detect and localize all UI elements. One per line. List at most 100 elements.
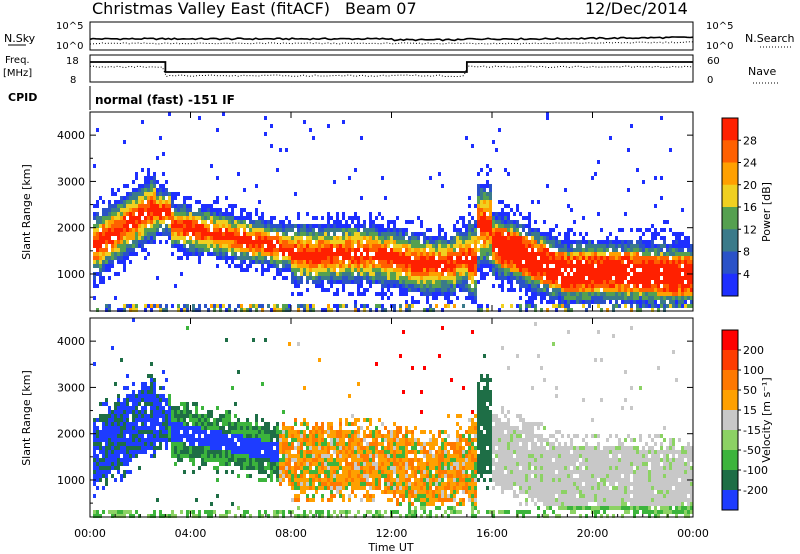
velocity-cell: [225, 438, 228, 442]
power-cell: [414, 252, 417, 256]
power-cell: [627, 148, 630, 152]
power-cell: [528, 220, 531, 224]
velocity-cell: [363, 450, 366, 454]
power-cell: [264, 256, 267, 260]
velocity-cell: [306, 446, 309, 450]
power-cell: [654, 228, 657, 232]
power-cell: [102, 200, 105, 204]
power-cell: [507, 228, 510, 232]
power-cell: [624, 288, 627, 292]
power-cell: [654, 280, 657, 284]
power-cell: [369, 264, 372, 268]
velocity-cell: [261, 446, 264, 450]
power-cell: [534, 264, 537, 268]
velocity-cell: [339, 482, 342, 486]
power-cell: [489, 236, 492, 240]
velocity-cell: [315, 466, 318, 470]
velocity-cell: [129, 510, 132, 514]
power-cell: [129, 260, 132, 264]
velocity-cell: [147, 386, 150, 390]
power-cell: [426, 280, 429, 284]
power-cell: [576, 296, 579, 300]
velocity-cell: [138, 434, 141, 438]
power-cell: [261, 308, 264, 312]
velocity-cell: [210, 454, 213, 458]
power-cell: [327, 252, 330, 256]
velocity-cell: [216, 478, 219, 482]
power-cell: [525, 256, 528, 260]
power-cell: [483, 240, 486, 244]
velocity-cell: [291, 446, 294, 450]
power-cell: [474, 240, 477, 244]
velocity-cell: [267, 426, 270, 430]
power-cell: [588, 304, 591, 308]
power-cell: [348, 260, 351, 264]
power-cell: [606, 292, 609, 296]
power-cell: [378, 212, 381, 216]
power-cell: [375, 272, 378, 276]
velocity-cell: [132, 430, 135, 434]
power-cell: [645, 248, 648, 252]
power-cell: [651, 284, 654, 288]
power-cell: [207, 216, 210, 220]
power-cell: [102, 252, 105, 256]
power-cell: [567, 240, 570, 244]
power-cell: [138, 240, 141, 244]
power-cell: [429, 284, 432, 288]
nave-line: [90, 65, 694, 78]
power-cell: [327, 224, 330, 228]
power-cell: [462, 232, 465, 236]
velocity-cell: [102, 454, 105, 458]
power-cell: [135, 232, 138, 236]
power-cell: [654, 288, 657, 292]
power-cell: [369, 256, 372, 260]
power-cell: [441, 276, 444, 280]
velocity-cell: [135, 394, 138, 398]
power-cell: [414, 236, 417, 240]
power-cell: [429, 260, 432, 264]
power-cell: [585, 296, 588, 300]
power-cell: [489, 204, 492, 208]
power-cell: [333, 304, 336, 308]
velocity-cell: [318, 466, 321, 470]
power-cell: [438, 284, 441, 288]
power-cell: [384, 232, 387, 236]
velocity-cell: [270, 462, 273, 466]
power-cell: [96, 128, 99, 132]
power-cell: [531, 300, 534, 304]
velocity-cell: [123, 414, 126, 418]
velocity-cell: [279, 478, 282, 482]
power-cell: [171, 244, 174, 248]
power-cell: [141, 192, 144, 196]
power-cell: [384, 228, 387, 232]
power-cell: [534, 280, 537, 284]
power-cell: [411, 248, 414, 252]
power-cell: [669, 264, 672, 268]
power-cell: [624, 252, 627, 256]
velocity-cell: [246, 450, 249, 454]
velocity-cell: [342, 470, 345, 474]
velocity-cell: [135, 430, 138, 434]
power-cell: [105, 260, 108, 264]
power-cell: [486, 252, 489, 256]
power-cell: [645, 292, 648, 296]
power-cell: [183, 228, 186, 232]
power-cell: [450, 280, 453, 284]
velocity-cell: [183, 426, 186, 430]
power-cell: [336, 256, 339, 260]
power-cell: [219, 256, 222, 260]
power-cell: [405, 228, 408, 232]
power-cell: [468, 244, 471, 248]
velocity-cell: [357, 418, 360, 422]
power-cell: [369, 228, 372, 232]
power-cell: [681, 304, 684, 308]
power-cell: [639, 304, 642, 308]
power-cell: [141, 248, 144, 252]
power-cell: [183, 196, 186, 200]
power-cell: [543, 296, 546, 300]
velocity-cell: [180, 442, 183, 446]
velocity-cell: [105, 430, 108, 434]
power-cell: [117, 224, 120, 228]
power-cell: [390, 284, 393, 288]
velocity-cell: [153, 402, 156, 406]
